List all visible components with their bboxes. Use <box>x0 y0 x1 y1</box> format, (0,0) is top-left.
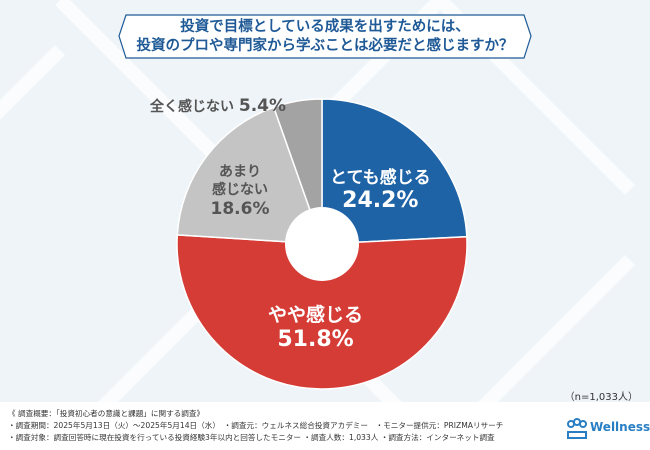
label-not-at-all-category: 全く感じない <box>150 99 234 115</box>
logo-icon <box>567 418 587 439</box>
label-not-at-all-value: 5.4% <box>238 96 287 116</box>
footer-line3: ・調査対象：調査回答時に現在投資を行っている投資経験3年以内と回答したモニター … <box>8 433 495 442</box>
label-not-much: あまり 感じない 18.6% <box>205 163 275 219</box>
slice-not-much <box>176 106 324 245</box>
label-very-value: 24.2% <box>342 188 419 213</box>
slice-not-at-all <box>272 98 323 245</box>
sample-size: （n=1,033人） <box>564 392 638 403</box>
label-somewhat: やや感じる 51.8% <box>268 300 363 352</box>
slice-somewhat <box>176 234 468 390</box>
title-line2: 投資のプロや専門家から学ぶことは必要だと感じますか？ <box>136 38 514 54</box>
chart-title: 投資で目標としている成果を出すためには、投資のプロや専門家から学ぶことは必要だと… <box>118 14 532 59</box>
donut-hole <box>285 207 359 281</box>
slice-very <box>321 98 468 245</box>
label-somewhat-value: 51.8% <box>277 327 354 352</box>
label-somewhat-category: やや感じる <box>268 304 364 326</box>
footer-line1: 《 調査概要：「投資初心者の意識と課題」に関する調査》 <box>8 409 205 418</box>
title-line1: 投資で目標としている成果を出すためには、 <box>180 19 470 35</box>
label-very-category: とても感じる <box>330 168 431 188</box>
wellness-logo: Wellness <box>566 416 650 440</box>
label-not-much-category: あまり 感じない <box>212 164 268 198</box>
footer-line2: ・調査期間：2025年5月13日（火）～2025年5月14日（水） ・調査元：ウ… <box>8 421 504 430</box>
label-not-much-value: 18.6% <box>210 199 270 219</box>
label-very: とても感じる 24.2% <box>330 163 431 213</box>
logo-text: Wellness <box>590 420 650 434</box>
label-not-at-all: 全く感じない 5.4% <box>150 96 286 116</box>
footer: 《 調査概要：「投資初心者の意識と課題」に関する調査》 ・調査期間：2025年5… <box>0 402 650 450</box>
